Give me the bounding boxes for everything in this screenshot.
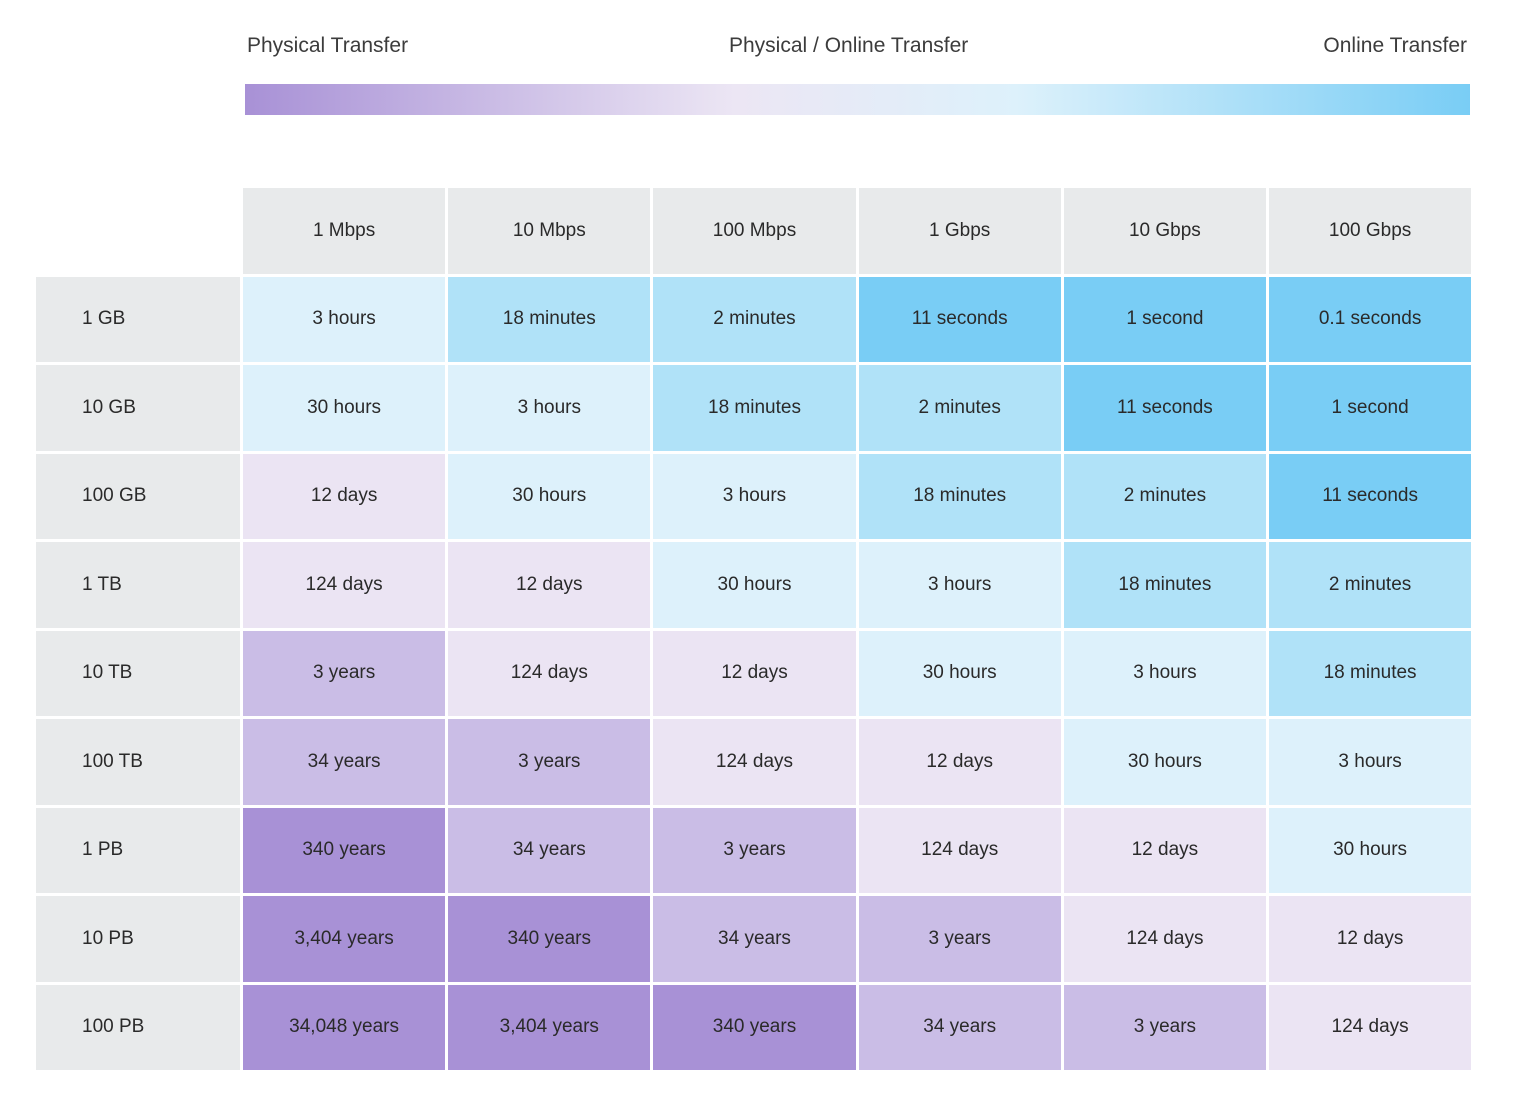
table-cell: 2 minutes [1269, 542, 1472, 628]
table-cell: 12 days [1269, 896, 1472, 982]
table-cell: 30 hours [858, 630, 1061, 716]
column-header: 1 Mbps [243, 188, 446, 274]
row-header: 100 TB [36, 719, 240, 805]
table-cell: 30 hours [653, 542, 856, 628]
table-cell: 12 days [858, 719, 1061, 805]
table-cell: 124 days [1269, 984, 1472, 1070]
table-cell: 3 years [653, 807, 856, 893]
table-cell: 18 minutes [448, 276, 651, 362]
table-cell: 12 days [653, 630, 856, 716]
table-cell: 2 minutes [653, 276, 856, 362]
table-cell: 12 days [1063, 807, 1266, 893]
table-cell: 34,048 years [243, 984, 446, 1070]
table-cell: 3 hours [448, 365, 651, 451]
table-cell: 30 hours [448, 453, 651, 539]
row-header: 10 TB [36, 630, 240, 716]
table-cell: 3 hours [653, 453, 856, 539]
table-cell: 18 minutes [1269, 630, 1472, 716]
table-cell: 3 years [1063, 984, 1266, 1070]
table-cell: 30 hours [1063, 719, 1266, 805]
table-cell: 3 years [858, 896, 1061, 982]
column-header: 100 Mbps [653, 188, 856, 274]
legend-label-physical-online: Physical / Online Transfer [729, 34, 969, 57]
table-cell: 0.1 seconds [1269, 276, 1472, 362]
table-cell: 11 seconds [1063, 365, 1266, 451]
legend-label-online: Online Transfer [1323, 34, 1467, 57]
table-cell: 34 years [653, 896, 856, 982]
table-cell: 18 minutes [1063, 542, 1266, 628]
column-header: 1 Gbps [858, 188, 1061, 274]
row-header: 100 GB [36, 453, 240, 539]
table-cell: 30 hours [243, 365, 446, 451]
row-header: 10 PB [36, 896, 240, 982]
table-cell: 30 hours [1269, 807, 1472, 893]
column-header: 10 Mbps [448, 188, 651, 274]
table-cell: 1 second [1063, 276, 1266, 362]
table-cell: 2 minutes [1063, 453, 1266, 539]
table-cell: 3,404 years [243, 896, 446, 982]
table-cell: 34 years [448, 807, 651, 893]
table-cell: 1 second [1269, 365, 1472, 451]
transfer-time-table: 1 Mbps 10 Mbps 100 Mbps 1 Gbps 10 Gbps 100 Gb… [36, 188, 1474, 1074]
row-header: 1 GB [36, 276, 240, 362]
table-cell: 340 years [243, 807, 446, 893]
table-cell: 3 hours [1063, 630, 1266, 716]
row-header: 1 TB [36, 542, 240, 628]
row-header: 1 PB [36, 807, 240, 893]
table-cell: 340 years [653, 984, 856, 1070]
table-cell: 124 days [653, 719, 856, 805]
table-cell: 3 years [243, 630, 446, 716]
row-header: 100 PB [36, 984, 240, 1070]
column-header: 10 Gbps [1063, 188, 1266, 274]
table-cell: 18 minutes [653, 365, 856, 451]
table-cell: 18 minutes [858, 453, 1061, 539]
table-cell: 34 years [858, 984, 1061, 1070]
table-cell: 2 minutes [858, 365, 1061, 451]
row-header: 10 GB [36, 365, 240, 451]
table-cell: 12 days [448, 542, 651, 628]
table-cell: 3 hours [243, 276, 446, 362]
legend-gradient-bar [245, 84, 1470, 115]
legend-label-physical: Physical Transfer [247, 34, 409, 57]
table-cell: 3 years [448, 719, 651, 805]
table-cell: 12 days [243, 453, 446, 539]
table-cell: 124 days [448, 630, 651, 716]
table-cell: 34 years [243, 719, 446, 805]
table-cell: 3 hours [858, 542, 1061, 628]
table-cell: 3,404 years [448, 984, 651, 1070]
table-cell: 124 days [858, 807, 1061, 893]
table-cell: 3 hours [1269, 719, 1472, 805]
table-cell: 124 days [243, 542, 446, 628]
table-cell: 11 seconds [1269, 453, 1472, 539]
table-cell: 340 years [448, 896, 651, 982]
table-cell: 124 days [1063, 896, 1266, 982]
table-cell: 11 seconds [858, 276, 1061, 362]
column-header: 100 Gbps [1269, 188, 1472, 274]
